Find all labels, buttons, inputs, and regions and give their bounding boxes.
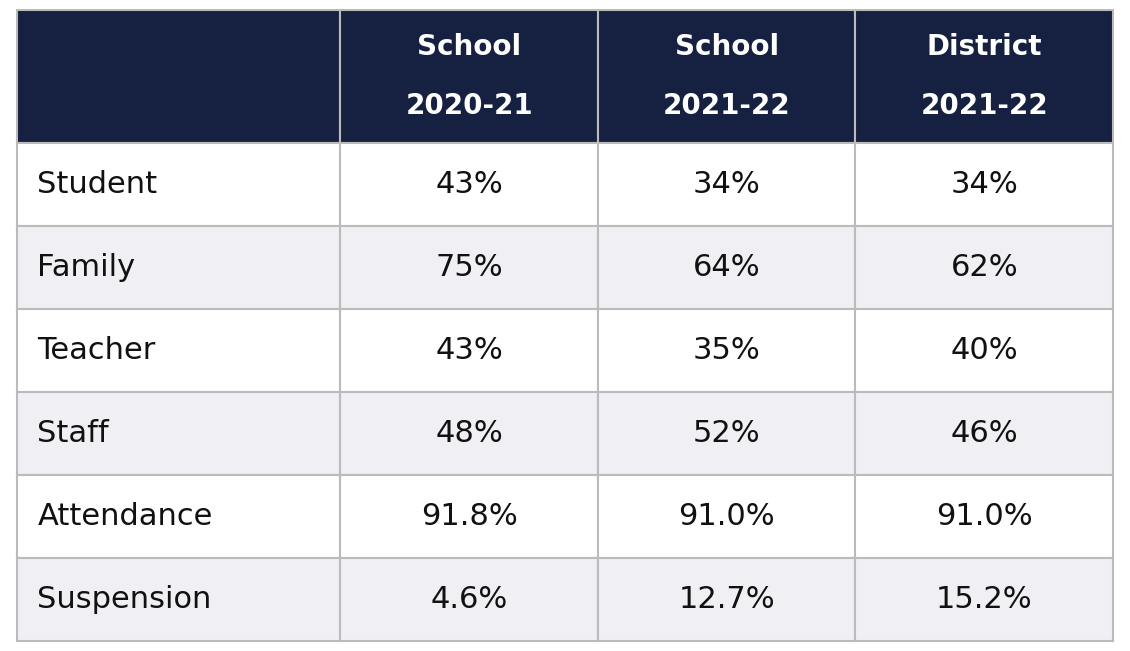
Bar — [855, 475, 1113, 558]
Bar — [340, 309, 598, 392]
Text: 52%: 52% — [693, 419, 760, 449]
Bar — [855, 226, 1113, 309]
Bar — [598, 309, 855, 392]
Text: 35%: 35% — [693, 336, 760, 365]
Text: 34%: 34% — [950, 170, 1018, 199]
Text: School: School — [675, 33, 779, 61]
Bar — [855, 392, 1113, 475]
Text: 62%: 62% — [950, 253, 1018, 283]
Bar — [340, 143, 598, 226]
Text: Teacher: Teacher — [37, 336, 156, 365]
Bar — [598, 392, 855, 475]
Bar — [17, 392, 340, 475]
Bar — [598, 143, 855, 226]
Text: Student: Student — [37, 170, 157, 199]
Bar — [598, 558, 855, 641]
Bar — [340, 10, 598, 143]
Bar — [855, 558, 1113, 641]
Bar — [17, 226, 340, 309]
Text: 91.8%: 91.8% — [420, 502, 518, 531]
Text: 43%: 43% — [435, 336, 503, 365]
Text: 91.0%: 91.0% — [678, 502, 775, 531]
Bar — [340, 558, 598, 641]
Text: 91.0%: 91.0% — [936, 502, 1033, 531]
Text: 40%: 40% — [950, 336, 1018, 365]
Text: Family: Family — [37, 253, 136, 283]
Bar — [340, 475, 598, 558]
Text: Suspension: Suspension — [37, 585, 211, 615]
Bar — [855, 309, 1113, 392]
Text: 46%: 46% — [950, 419, 1018, 449]
Text: 43%: 43% — [435, 170, 503, 199]
Bar — [598, 475, 855, 558]
Bar — [598, 10, 855, 143]
Text: Staff: Staff — [37, 419, 108, 449]
Text: 15.2%: 15.2% — [936, 585, 1033, 615]
Bar — [855, 143, 1113, 226]
Text: School: School — [417, 33, 521, 61]
Bar — [17, 143, 340, 226]
Text: 2021-22: 2021-22 — [663, 92, 791, 120]
Text: 48%: 48% — [435, 419, 503, 449]
Text: 64%: 64% — [693, 253, 760, 283]
Bar — [598, 226, 855, 309]
Text: 2021-22: 2021-22 — [921, 92, 1048, 120]
Text: District: District — [927, 33, 1042, 61]
Bar — [17, 475, 340, 558]
Bar — [340, 226, 598, 309]
Text: Attendance: Attendance — [37, 502, 212, 531]
Text: 75%: 75% — [435, 253, 503, 283]
Text: 2020-21: 2020-21 — [406, 92, 533, 120]
Bar — [17, 309, 340, 392]
Bar — [855, 10, 1113, 143]
Text: 34%: 34% — [693, 170, 760, 199]
Text: 12.7%: 12.7% — [678, 585, 775, 615]
Text: 4.6%: 4.6% — [431, 585, 507, 615]
Bar — [340, 392, 598, 475]
Bar — [17, 10, 340, 143]
Bar — [17, 558, 340, 641]
